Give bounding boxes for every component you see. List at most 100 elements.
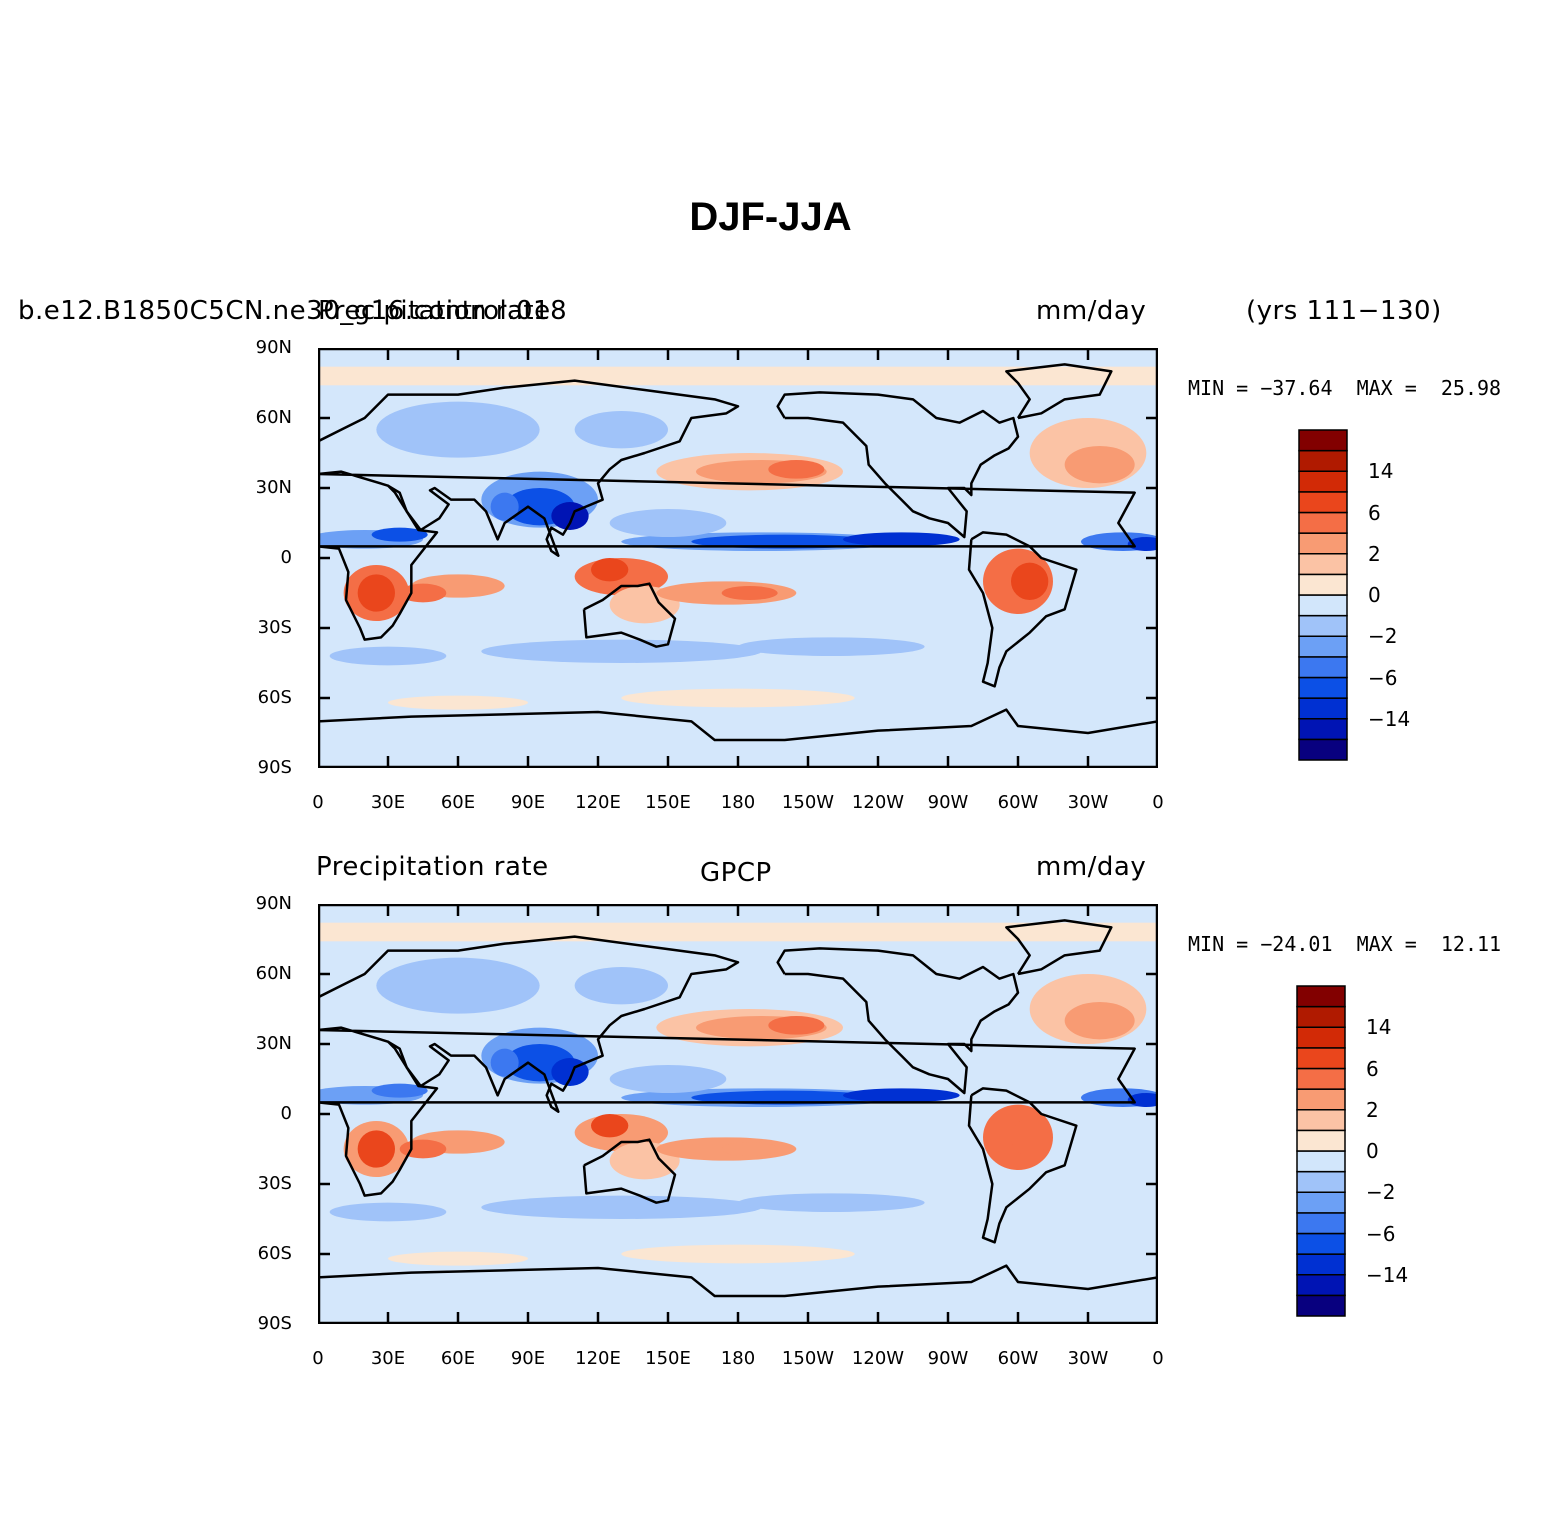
colorbar-swatch bbox=[1298, 656, 1348, 679]
coastline bbox=[582, 1138, 677, 1204]
colorbar-swatch bbox=[1296, 1274, 1346, 1297]
colorbar-label: 0 bbox=[1368, 583, 1381, 607]
panel2-map bbox=[318, 904, 1158, 1324]
colorbar-swatch bbox=[1296, 1067, 1346, 1090]
panel2-minmax: MIN = −24.01 MAX = 12.11 bbox=[1188, 932, 1502, 956]
colorbar-swatch bbox=[1298, 470, 1348, 493]
lon-tick-label: 90E bbox=[510, 792, 546, 813]
contour-blob bbox=[357, 1130, 395, 1168]
colorbar-swatch bbox=[1296, 1170, 1346, 1193]
contour-blob bbox=[609, 509, 727, 537]
contour-blob bbox=[388, 1251, 528, 1266]
contour-blob bbox=[376, 401, 540, 458]
panel1-minmax: MIN = −37.64 MAX = 25.98 bbox=[1188, 376, 1502, 400]
colorbar-swatch bbox=[1298, 532, 1348, 555]
contour-blob bbox=[1064, 1002, 1135, 1040]
arctic-band bbox=[318, 366, 1158, 386]
colorbar-swatch bbox=[1296, 1129, 1346, 1152]
colorbar-swatch bbox=[1296, 1191, 1346, 1214]
colorbar-swatch bbox=[1296, 1109, 1346, 1132]
contour-blob bbox=[768, 1016, 825, 1035]
coastline bbox=[1005, 363, 1113, 420]
colorbar-swatch bbox=[1296, 985, 1346, 1008]
lon-tick-label: 0 bbox=[312, 1348, 324, 1369]
colorbar-label: −6 bbox=[1368, 665, 1398, 690]
contour-blob bbox=[609, 1065, 727, 1093]
coastline bbox=[1005, 919, 1113, 976]
contour-blob bbox=[329, 646, 447, 666]
field-contours bbox=[318, 904, 1158, 1324]
panel1-years-label: (yrs 111−130) bbox=[1246, 296, 1442, 326]
contour-blob bbox=[481, 1195, 762, 1219]
contour-blob bbox=[721, 1142, 778, 1156]
contour-blob bbox=[481, 639, 762, 663]
contour-blob bbox=[551, 1058, 589, 1086]
coastlines bbox=[318, 919, 1158, 1298]
tick-marks bbox=[318, 348, 1158, 768]
panel1-colorbar bbox=[1298, 429, 1348, 761]
coastline bbox=[776, 391, 1020, 539]
lon-tick-label: 90W bbox=[927, 1348, 969, 1369]
lon-tick-label: 180 bbox=[720, 792, 756, 813]
colorbar-label: 6 bbox=[1368, 500, 1381, 525]
colorbar-label: −14 bbox=[1368, 706, 1411, 731]
colorbar-label: 0 bbox=[1366, 1139, 1379, 1163]
contour-blob bbox=[574, 411, 668, 449]
lat-tick-label: 60S bbox=[257, 1243, 292, 1264]
lon-tick-label: 30E bbox=[370, 1348, 406, 1369]
lon-tick-label: 60W bbox=[997, 792, 1039, 813]
lon-tick-label: 30W bbox=[1067, 792, 1109, 813]
contour-blob bbox=[329, 1202, 447, 1222]
colorbar-swatch bbox=[1296, 1026, 1346, 1049]
contour-blob bbox=[1127, 537, 1158, 551]
colorbar-swatch bbox=[1296, 1212, 1346, 1235]
contour-blob bbox=[357, 574, 395, 612]
colorbar-label: −2 bbox=[1366, 1180, 1396, 1205]
lon-tick-label: 60E bbox=[440, 1348, 476, 1369]
contour-blob bbox=[843, 1088, 960, 1103]
coastline bbox=[318, 708, 1158, 742]
lat-tick-label: 0 bbox=[280, 547, 292, 568]
coastline bbox=[967, 1087, 1078, 1244]
lon-tick-label: 60E bbox=[440, 792, 476, 813]
colorbar-swatch bbox=[1298, 511, 1348, 534]
colorbar-label: 6 bbox=[1366, 1056, 1379, 1081]
contour-blob bbox=[768, 460, 825, 479]
contour-blob bbox=[1011, 1118, 1049, 1156]
contour-blob bbox=[621, 1244, 855, 1264]
lat-tick-label: 60S bbox=[257, 687, 292, 708]
colorbar-swatch bbox=[1298, 594, 1348, 617]
lon-tick-label: 150E bbox=[645, 792, 691, 813]
contour-blob bbox=[621, 688, 855, 708]
lon-tick-label: 120E bbox=[575, 1348, 621, 1369]
colorbar-swatch bbox=[1298, 697, 1348, 720]
lat-tick-label: 30N bbox=[255, 1033, 292, 1054]
lon-tick-label: 120E bbox=[575, 792, 621, 813]
lat-tick-label: 90S bbox=[257, 1313, 292, 1334]
colorbar-label: −6 bbox=[1366, 1221, 1396, 1246]
lat-tick-label: 90S bbox=[257, 757, 292, 778]
colorbar-swatch bbox=[1296, 1253, 1346, 1276]
colorbar-swatch bbox=[1296, 1232, 1346, 1255]
colorbar-label: −14 bbox=[1366, 1262, 1409, 1287]
lon-tick-label: 120W bbox=[851, 1348, 905, 1369]
plot-title: DJF-JJA bbox=[689, 195, 852, 239]
coastline bbox=[318, 1026, 1136, 1197]
lat-tick-label: 30S bbox=[257, 1173, 292, 1194]
contour-blob bbox=[574, 967, 668, 1005]
contour-blob bbox=[1127, 1093, 1158, 1107]
colorbar-swatch bbox=[1298, 738, 1348, 761]
contour-blob bbox=[490, 1048, 519, 1077]
lat-tick-label: 90N bbox=[255, 893, 292, 914]
colorbar-swatch bbox=[1298, 614, 1348, 637]
lon-tick-label: 0 bbox=[312, 792, 324, 813]
lat-tick-label: 60N bbox=[255, 963, 292, 984]
colorbar-label: 14 bbox=[1366, 1015, 1392, 1040]
lon-tick-label: 90W bbox=[927, 792, 969, 813]
colorbar-swatch bbox=[1298, 553, 1348, 576]
contour-blob bbox=[721, 586, 778, 600]
colorbar-label: 14 bbox=[1368, 459, 1394, 484]
contour-blob bbox=[591, 558, 629, 582]
contour-blob bbox=[591, 1114, 629, 1138]
colorbar-swatch bbox=[1296, 1294, 1346, 1317]
